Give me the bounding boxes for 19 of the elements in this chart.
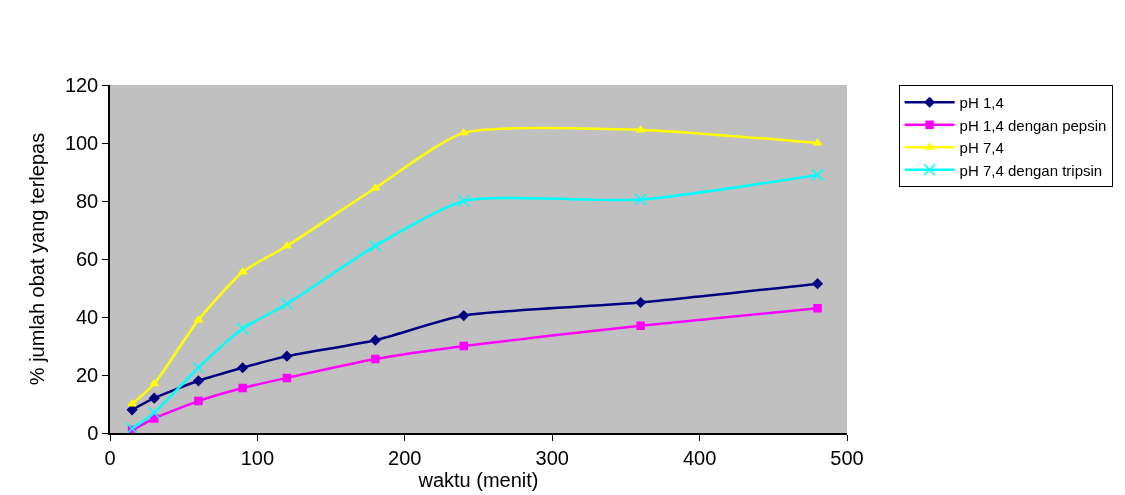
x-tick-label: 500: [830, 446, 864, 469]
legend-label: pH 1,4: [959, 94, 1004, 112]
x-axis-title: waktu (menit): [417, 468, 539, 491]
x-tick-label: 400: [682, 446, 717, 469]
y-axis-title: % jumlah obat yang terlepas: [25, 132, 48, 386]
x-tick-label: 200: [388, 446, 422, 469]
y-tick-label: 0: [87, 422, 99, 444]
legend-label: pH 7,4 dengan tripsin: [959, 161, 1103, 179]
legend-label: pH 7,4: [959, 139, 1004, 157]
y-tick-label: 40: [76, 306, 99, 328]
y-tick-label: 80: [76, 190, 99, 212]
legend-label: pH 1,4 dengan pepsin: [959, 116, 1107, 134]
x-tick-label: 0: [104, 446, 116, 469]
x-tick-label: 100: [240, 446, 275, 469]
y-tick-label: 20: [76, 364, 99, 386]
y-tick-label: 120: [64, 74, 99, 96]
y-tick-label: 100: [64, 132, 99, 154]
x-tick-label: 300: [535, 446, 569, 469]
y-tick-label: 60: [76, 248, 99, 270]
